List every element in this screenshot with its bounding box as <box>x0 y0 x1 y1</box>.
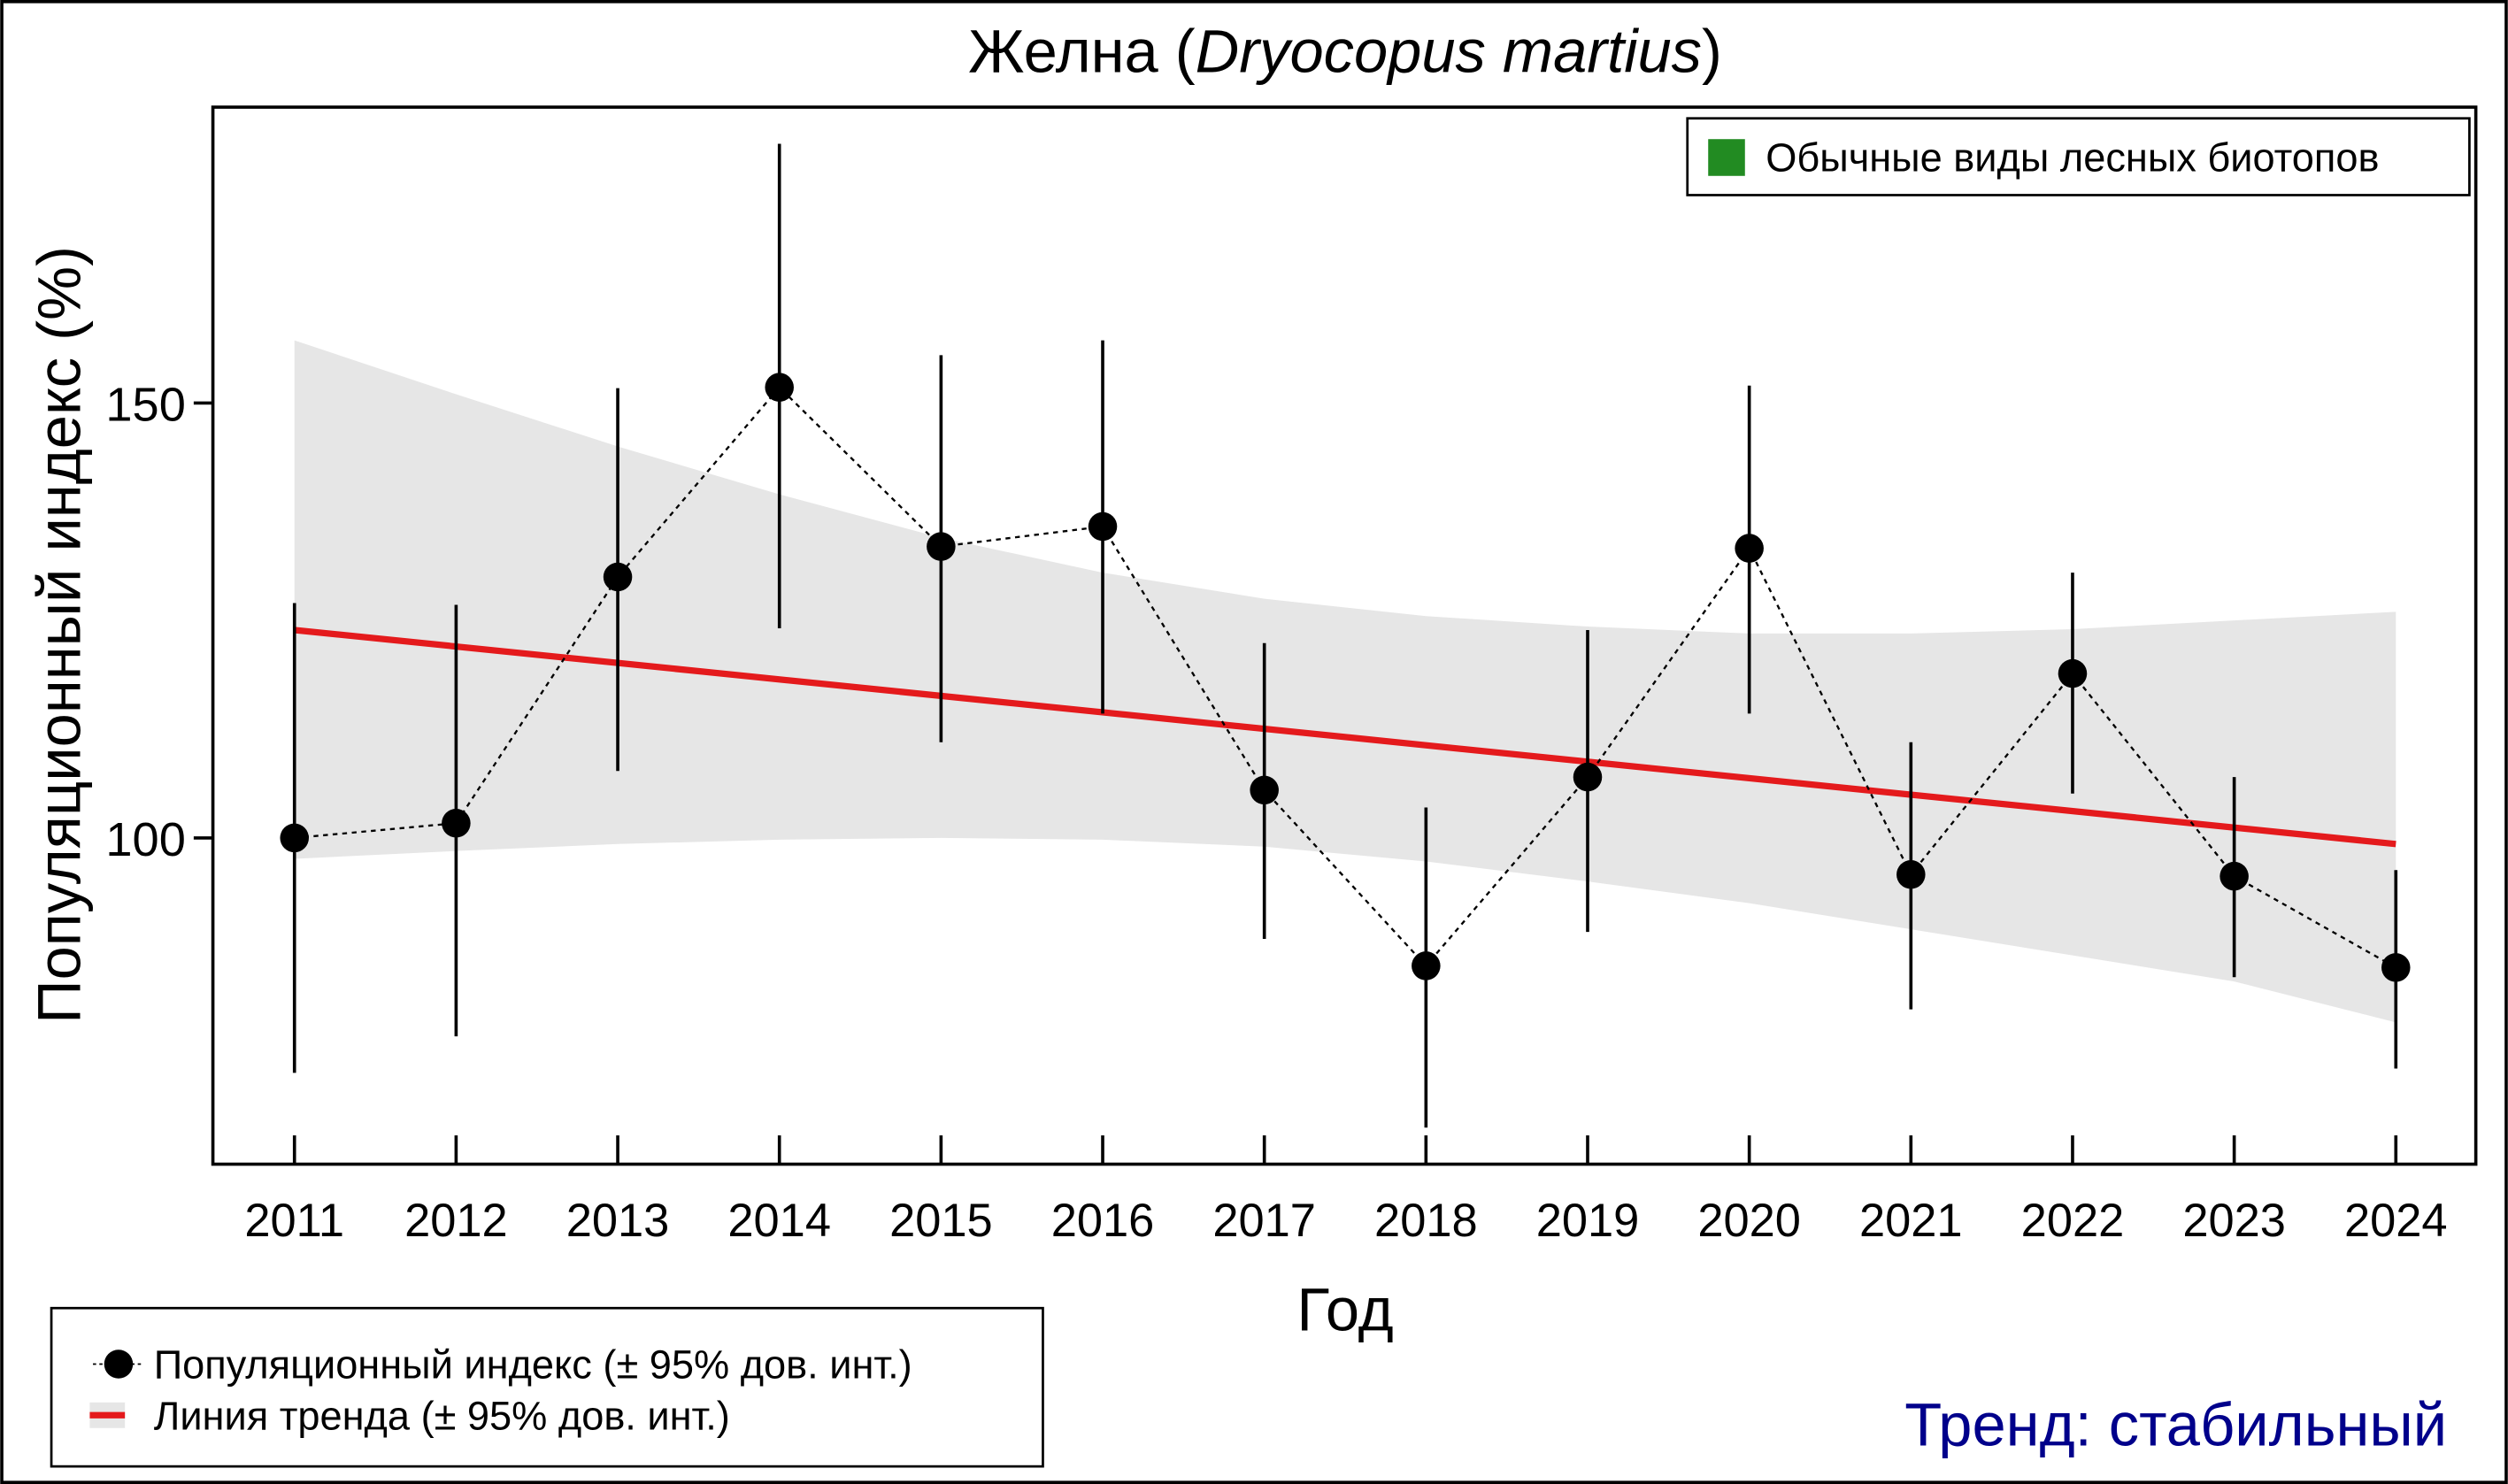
index-point-2021 <box>1896 859 1926 889</box>
index-point-2016 <box>1088 511 1118 542</box>
x-tick-label-2019: 2019 <box>1536 1196 1640 1247</box>
trend-status: Тренд: стабильный <box>1904 1391 2447 1459</box>
x-tick-label-2016: 2016 <box>1051 1196 1155 1247</box>
series-legend: Популяционный индекс (± 95% дов. инт.) Л… <box>50 1306 1044 1468</box>
plot-frame <box>211 105 2478 1166</box>
index-point-2024 <box>2381 953 2411 982</box>
index-point-2012 <box>442 808 471 838</box>
trend-confidence-band <box>294 340 2396 1023</box>
x-axis: 2011 2012 2013 2014 2015 2016 2017 2018 2019 2020… <box>244 1135 2448 1247</box>
index-point-2013 <box>603 562 633 592</box>
index-point-2019 <box>1573 762 1603 792</box>
x-tick-label-2014: 2014 <box>727 1196 831 1247</box>
index-point-2017 <box>1250 775 1279 805</box>
x-tick-label-2015: 2015 <box>889 1196 993 1247</box>
index-point-2022 <box>2058 658 2088 688</box>
legend-trend-label: Линия тренда (± 95% дов. инт.) <box>154 1394 730 1439</box>
x-tick-label-2011: 2011 <box>244 1196 344 1247</box>
group-legend: Обычные виды лесных биотопов <box>1686 117 2471 196</box>
x-tick-label-2024: 2024 <box>2344 1196 2448 1247</box>
y-tick-label-100: 100 <box>105 813 185 866</box>
x-axis-label: Год <box>1296 1276 1393 1344</box>
x-tick-label-2022: 2022 <box>2021 1196 2125 1247</box>
plot-area <box>280 143 2411 1128</box>
trend-line <box>294 627 2396 848</box>
legend-index-point <box>104 1349 134 1379</box>
x-tick-label-2012: 2012 <box>404 1196 508 1247</box>
x-tick-label-2018: 2018 <box>1374 1196 1478 1247</box>
index-point-2020 <box>1735 534 1764 563</box>
legend-index-label: Популяционный индекс (± 95% дов. инт.) <box>154 1342 912 1388</box>
index-point-2014 <box>765 373 794 402</box>
group-legend-swatch <box>1708 139 1745 176</box>
chart-title: Желна (Dryocopus martius) <box>968 17 1722 85</box>
index-point-2015 <box>927 532 956 561</box>
y-axis-label: Популяционный индекс (%) <box>26 246 94 1024</box>
group-legend-label: Обычные виды лесных биотопов <box>1766 135 2379 180</box>
x-tick-label-2013: 2013 <box>566 1196 670 1247</box>
x-tick-label-2021: 2021 <box>1859 1196 1963 1247</box>
x-tick-label-2023: 2023 <box>2182 1196 2286 1247</box>
y-tick-label-150: 150 <box>105 378 185 431</box>
index-point-2023 <box>2220 861 2249 891</box>
y-axis: 100 150 <box>105 378 213 866</box>
index-point-2011 <box>280 823 309 853</box>
x-tick-label-2020: 2020 <box>1697 1196 1801 1247</box>
index-point-2018 <box>1412 951 1441 980</box>
x-tick-label-2017: 2017 <box>1212 1196 1316 1247</box>
